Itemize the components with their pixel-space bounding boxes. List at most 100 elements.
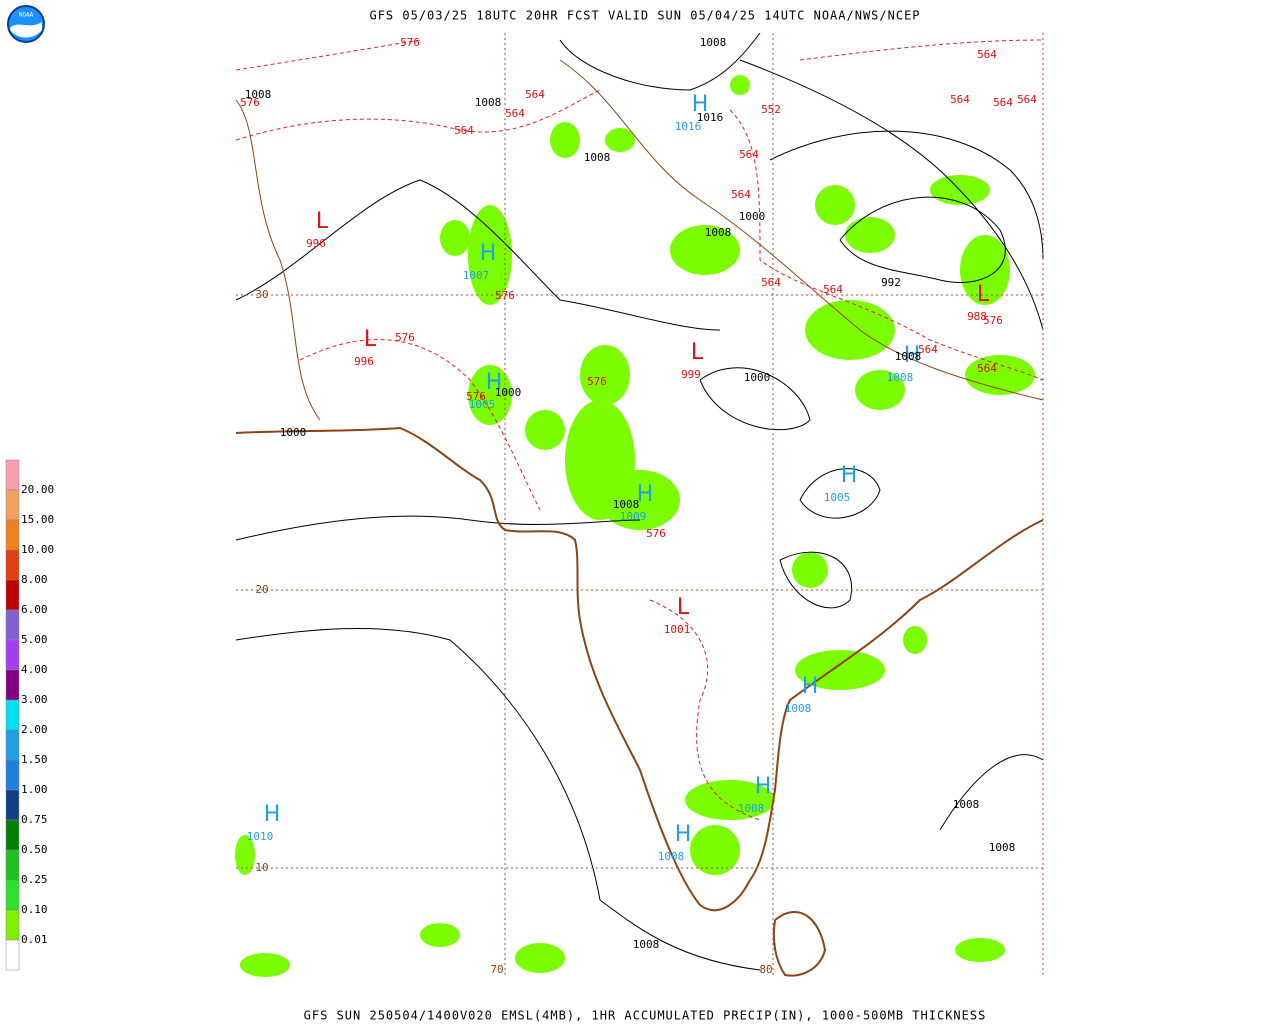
legend-swatch	[5, 879, 20, 911]
legend-label: 0.25	[21, 873, 48, 886]
legend-label: 0.10	[21, 903, 48, 916]
high-symbol: H	[675, 822, 692, 847]
high-symbol: H	[486, 370, 503, 395]
thickness-label: 576	[395, 331, 415, 344]
isobar-label: 1008	[895, 350, 922, 363]
isobar-label: 1008	[613, 498, 640, 511]
high-pressure: 1008	[738, 802, 765, 815]
legend-swatch	[5, 849, 20, 881]
grid-label: 30	[255, 288, 268, 301]
low-pressure: 999	[681, 368, 701, 381]
logo: NOAA	[7, 5, 45, 43]
thickness-label: 564	[454, 124, 474, 137]
low-pressure: 996	[354, 355, 374, 368]
high-symbol: H	[637, 482, 654, 507]
legend-label: 2.00	[21, 723, 48, 736]
high-symbol: H	[755, 774, 772, 799]
low-pressure: 1001	[664, 623, 691, 636]
high-symbol: H	[264, 802, 281, 827]
low-symbol: L	[677, 595, 690, 620]
legend-swatch	[5, 609, 20, 641]
legend-swatch	[5, 519, 20, 551]
isobar-label: 1008	[633, 938, 660, 951]
legend-swatch	[5, 909, 20, 941]
precip-areas	[235, 75, 1035, 977]
thickness-label: 564	[950, 93, 970, 106]
high-pressure: 1008	[887, 371, 914, 384]
isobar-label: 1000	[280, 426, 307, 439]
legend-swatch	[5, 939, 20, 971]
thickness-label: 564	[739, 148, 759, 161]
high-pressure: 1005	[824, 491, 851, 504]
thickness-label: 564	[505, 107, 525, 120]
high-symbol: H	[841, 463, 858, 488]
legend-swatch	[5, 459, 20, 491]
legend-swatch	[5, 789, 20, 821]
isobar-label: 1008	[584, 151, 611, 164]
grid-label: 80	[759, 963, 772, 976]
legend-label: 10.00	[21, 543, 54, 556]
low-symbol: L	[316, 209, 329, 234]
precip-legend: 20.00 15.00 10.00 8.00 6.00 5.00 4.00 3.00 2.00 1…	[5, 459, 54, 971]
legend-swatch	[5, 669, 20, 701]
isobar-label: 1008	[989, 841, 1016, 854]
legend-label: 15.00	[21, 513, 54, 526]
thickness-label: 564	[918, 343, 938, 356]
legend-swatch	[5, 699, 20, 731]
isobar-label: 1000	[739, 210, 766, 223]
legend-label: 1.50	[21, 753, 48, 766]
legend-label: 6.00	[21, 603, 48, 616]
thickness-label: 576	[646, 527, 666, 540]
legend-label: 0.01	[21, 933, 48, 946]
legend-label: 20.00	[21, 483, 54, 496]
legend-label: 0.50	[21, 843, 48, 856]
thickness-label: 576	[400, 36, 420, 49]
high-symbol: H	[802, 674, 819, 699]
legend-swatch	[5, 759, 20, 791]
high-symbol: H	[480, 241, 497, 266]
high-symbol: H	[904, 343, 921, 368]
logo-wave	[10, 22, 42, 38]
isobar-label: 1008	[245, 88, 272, 101]
grid-label: 20	[255, 583, 268, 596]
legend-swatch	[5, 549, 20, 581]
legend-swatch	[5, 489, 20, 521]
low-symbol: L	[977, 282, 990, 307]
legend-swatch	[5, 729, 20, 761]
low-symbol: L	[364, 327, 377, 352]
high-pressure: 1008	[658, 850, 685, 863]
legend-label: 5.00	[21, 633, 48, 646]
legend-label: 1.00	[21, 783, 48, 796]
legend-swatch	[5, 639, 20, 671]
legend-label: 0.75	[21, 813, 48, 826]
thickness-label: 576	[240, 96, 260, 109]
isobar-label: 1008	[700, 36, 727, 49]
low-symbol: L	[691, 340, 704, 365]
high-pressure: 1007	[463, 269, 490, 282]
thickness-label: 576	[587, 375, 607, 388]
high-symbol: H	[692, 92, 709, 117]
thickness-label: 576	[495, 289, 515, 302]
thickness-label: 552	[761, 103, 781, 116]
isobar-label: 1008	[705, 226, 732, 239]
thickness-lines	[235, 39, 1044, 821]
high-pressure: 1009	[620, 510, 647, 523]
high-pressure: 1016	[675, 120, 702, 133]
grid-label: 70	[490, 963, 503, 976]
thickness-label: 564	[993, 96, 1013, 109]
thickness-label: 564	[525, 88, 545, 101]
legend-swatch	[5, 819, 20, 851]
thickness-label: 576	[983, 314, 1003, 327]
logo-text: NOAA	[19, 12, 34, 19]
isobar-label: 1016	[697, 111, 724, 124]
coastline	[235, 59, 1044, 977]
legend-label: 8.00	[21, 573, 48, 586]
isobar-label: 1000	[744, 371, 771, 384]
map-title: GFS 05/03/25 18UTC 20HR FCST VALID SUN 0…	[369, 9, 920, 23]
isobar-label: 992	[881, 276, 901, 289]
high-pressure: 1010	[247, 830, 274, 843]
thickness-label: 564	[977, 362, 997, 375]
thickness-label: 564	[977, 48, 997, 61]
